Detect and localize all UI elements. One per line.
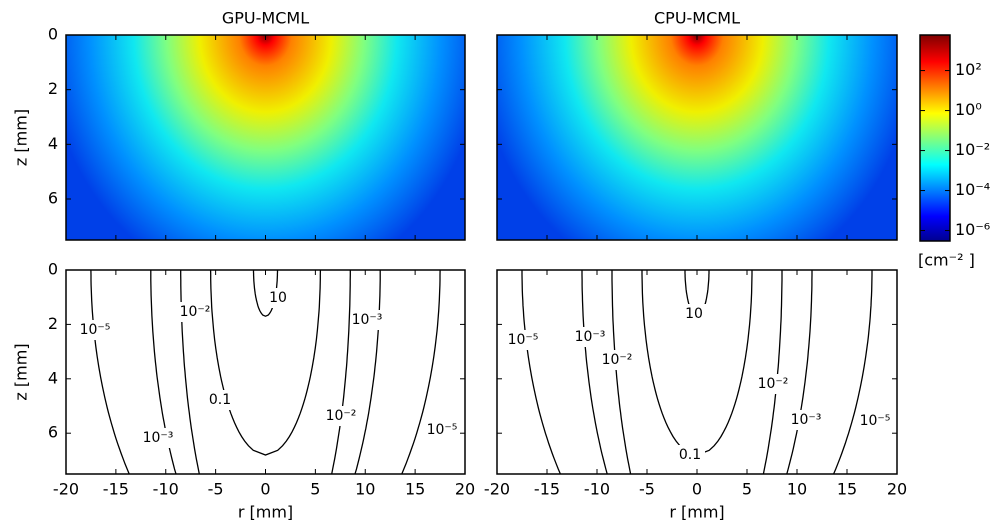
contour-line: [611, 270, 632, 475]
x-tick-label: 0: [260, 480, 270, 499]
colorbar-label: [cm⁻² ]: [918, 251, 975, 270]
contour-label: 10: [269, 290, 287, 306]
y-tick-label: 6: [48, 423, 58, 442]
contour-label-bg: [758, 374, 788, 394]
y-tick-label: 0: [48, 260, 58, 279]
contour-label-bg: [508, 330, 538, 350]
x-tick-label: -10: [153, 480, 179, 499]
contour-label-bg: [205, 390, 235, 410]
contour-label: 0.1: [679, 447, 701, 463]
x-tick-label: -5: [639, 480, 655, 499]
colorbar-tick-label: 10⁻²: [955, 140, 990, 159]
x-tick-label: 20: [455, 480, 475, 499]
x-tick-label: 10: [355, 480, 375, 499]
colorbar-tick-label: 10⁻⁴: [955, 180, 990, 199]
contour-label: 10⁻⁵: [860, 413, 891, 429]
x-tick-label: -5: [208, 480, 224, 499]
contour-line: [354, 270, 381, 475]
x-tick-label: -20: [53, 480, 79, 499]
contour-label: 10⁻³: [143, 430, 174, 446]
x-axis-label: r [mm]: [669, 503, 724, 522]
contour-label-bg: [860, 411, 890, 431]
contour-label: 10⁻²: [758, 376, 789, 392]
contour-label-bg: [679, 304, 709, 324]
y-tick-label: 2: [48, 79, 58, 98]
contour-label-bg: [326, 406, 356, 426]
colorbar-tick-label: 10⁰: [955, 100, 982, 119]
colorbar: [919, 34, 951, 242]
y-axis-label: z [mm]: [12, 343, 31, 400]
plot-frame: [496, 269, 898, 475]
x-tick-label: -20: [484, 480, 510, 499]
contour-line: [762, 270, 783, 475]
contour-line: [180, 270, 200, 475]
colorbar-tick-label: 10²: [955, 60, 982, 79]
contour-label-bg: [263, 288, 293, 308]
contour-line: [90, 269, 130, 475]
x-tick-label: 15: [405, 480, 425, 499]
contour-label-bg: [143, 428, 173, 448]
contour-label: 10⁻⁵: [427, 422, 458, 438]
contour-label: 10: [685, 306, 703, 322]
heatmap: [66, 35, 465, 240]
x-tick-label: 20: [887, 480, 907, 499]
contour-line: [641, 270, 753, 456]
contour-label-bg: [791, 410, 821, 430]
contour-label: 10⁻³: [352, 312, 383, 328]
x-tick-label: 5: [742, 480, 752, 499]
contour-label-bg: [427, 420, 457, 440]
y-tick-label: 4: [48, 368, 58, 387]
y-tick-label: 2: [48, 314, 58, 333]
contour-label-bg: [80, 320, 110, 340]
contour-label-bg: [675, 445, 705, 465]
y-axis-label: z [mm]: [12, 109, 31, 166]
heatmap: [497, 35, 897, 240]
panel-title: GPU-MCML: [222, 9, 309, 28]
contour-line: [833, 270, 873, 475]
x-tick-label: 15: [837, 480, 857, 499]
contour-line: [331, 270, 351, 475]
contour-label-bg: [602, 350, 632, 370]
contour-label: 10⁻³: [575, 329, 606, 345]
contour-label-bg: [352, 310, 382, 330]
contour-line: [581, 270, 608, 475]
contour-label-bg: [575, 327, 605, 347]
contour-line: [401, 269, 441, 475]
x-tick-label: 5: [310, 480, 320, 499]
colorbar-tick-label: 10⁻⁶: [955, 220, 990, 239]
contour-label: 10⁻²: [602, 352, 633, 368]
x-tick-label: -10: [584, 480, 610, 499]
contour-label: 10⁻²: [180, 304, 211, 320]
contour-label: 10⁻⁵: [508, 332, 539, 348]
y-tick-label: 4: [48, 134, 58, 153]
y-tick-label: 0: [48, 25, 58, 44]
contour-label-bg: [180, 302, 210, 322]
panel-title: CPU-MCML: [654, 9, 740, 28]
contour-line: [786, 270, 813, 475]
x-tick-label: 0: [692, 480, 702, 499]
y-tick-label: 6: [48, 189, 58, 208]
contour-label: 10⁻²: [326, 408, 357, 424]
contour-label: 0.1: [209, 392, 231, 408]
contour-line: [521, 270, 561, 475]
contour-label: 10⁻⁵: [80, 322, 111, 338]
contour-label: 10⁻³: [791, 412, 822, 428]
x-tick-label: 10: [787, 480, 807, 499]
x-tick-label: -15: [103, 480, 129, 499]
contour-line: [209, 269, 322, 456]
x-tick-label: -15: [534, 480, 560, 499]
contour-line: [252, 270, 279, 317]
x-axis-label: r [mm]: [238, 503, 293, 522]
